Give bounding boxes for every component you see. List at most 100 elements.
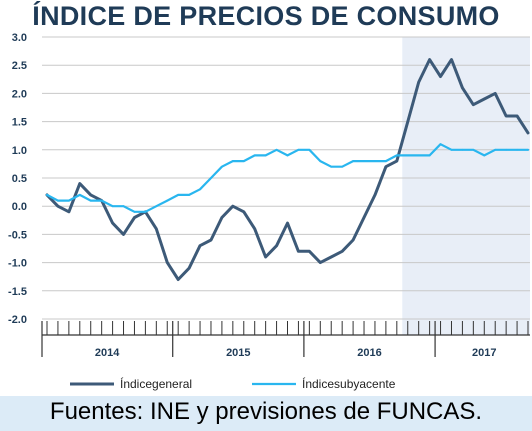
data-point [308, 250, 311, 253]
y-tick-label: 1.5 [12, 117, 27, 129]
data-point [210, 177, 212, 179]
data-point [221, 165, 223, 168]
data-point [461, 148, 464, 151]
data-point [352, 160, 354, 162]
data-point [297, 148, 300, 151]
data-point [505, 115, 508, 117]
data-point [352, 239, 354, 241]
y-tick-label: 2.5 [12, 60, 27, 72]
y-tick-label: 3.0 [12, 32, 27, 44]
data-point [286, 154, 289, 157]
data-point [341, 250, 344, 253]
data-point [439, 143, 442, 146]
data-point [67, 210, 70, 213]
year-label: 2015 [226, 347, 250, 359]
y-tick-label: -1.5 [8, 286, 27, 298]
data-point [319, 261, 322, 264]
data-point [122, 205, 125, 208]
data-point [78, 194, 81, 196]
data-point [494, 92, 497, 95]
data-point [155, 227, 158, 230]
data-point [57, 199, 59, 202]
data-point [264, 154, 267, 157]
data-point [374, 194, 376, 196]
data-point [166, 199, 169, 202]
forecast-shade [402, 37, 530, 335]
data-point [275, 148, 278, 151]
data-point [89, 194, 92, 196]
year-label: 2014 [95, 347, 120, 359]
data-point [472, 103, 475, 106]
footer-band [0, 396, 532, 431]
legend-label: Índicesubyacente [302, 376, 396, 391]
y-tick-label: -0.5 [8, 229, 27, 241]
year-label: 2017 [472, 347, 496, 359]
y-tick-label: 1.0 [12, 145, 27, 157]
data-point [242, 210, 245, 213]
data-point [374, 160, 376, 162]
data-point [46, 194, 48, 196]
data-point [221, 216, 223, 219]
y-tick-label: -1.0 [8, 258, 27, 270]
data-point [516, 148, 518, 151]
data-point [384, 165, 387, 168]
data-point [78, 182, 81, 185]
data-point [67, 199, 70, 202]
data-point [450, 148, 453, 151]
chart-title: ÍNDICE DE PRECIOS DE CONSUMO [32, 1, 500, 31]
data-point [177, 194, 180, 196]
y-tick-label: 2.0 [12, 88, 27, 100]
data-point [133, 210, 136, 213]
data-point [330, 256, 333, 258]
data-point [428, 58, 431, 61]
data-point [406, 120, 409, 123]
data-point [417, 81, 420, 84]
y-tick-label: 0.5 [12, 173, 27, 185]
data-point [188, 267, 191, 270]
data-point [439, 75, 442, 78]
y-tick-label: 0.0 [12, 201, 27, 213]
data-point [231, 205, 234, 208]
data-point [384, 160, 387, 162]
data-point [100, 199, 103, 202]
data-point [494, 148, 497, 151]
data-point [210, 239, 212, 241]
data-point [505, 148, 508, 151]
data-point [363, 216, 365, 219]
data-point [111, 222, 114, 225]
data-point [133, 216, 136, 219]
data-point [144, 210, 147, 213]
data-point [242, 160, 245, 162]
data-point [111, 205, 114, 208]
data-point [472, 148, 475, 151]
data-point [253, 227, 256, 230]
data-point [395, 160, 398, 162]
data-point [264, 256, 267, 258]
data-point [450, 58, 453, 61]
data-point [275, 244, 278, 247]
data-point [406, 154, 409, 157]
data-point [308, 148, 311, 151]
data-point [155, 205, 158, 208]
data-point [199, 188, 201, 191]
data-point [483, 98, 486, 100]
source-note: Fuentes: INE y previsiones de FUNCAS. [49, 398, 483, 425]
data-point [286, 222, 289, 225]
data-point [395, 154, 398, 157]
data-point [199, 244, 201, 247]
data-point [527, 148, 529, 151]
data-point [319, 160, 322, 162]
data-point [177, 278, 180, 281]
data-point [527, 131, 529, 134]
data-point [417, 154, 420, 157]
data-point [231, 160, 234, 162]
year-label: 2016 [357, 347, 381, 359]
data-point [297, 250, 300, 253]
y-tick-label: -2.0 [8, 314, 27, 326]
data-point [516, 115, 518, 117]
data-point [428, 154, 431, 157]
data-point [122, 233, 125, 236]
legend-label: Índicegeneral [120, 376, 192, 391]
